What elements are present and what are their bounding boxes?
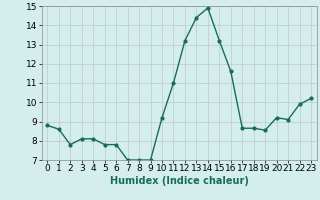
X-axis label: Humidex (Indice chaleur): Humidex (Indice chaleur) — [110, 176, 249, 186]
